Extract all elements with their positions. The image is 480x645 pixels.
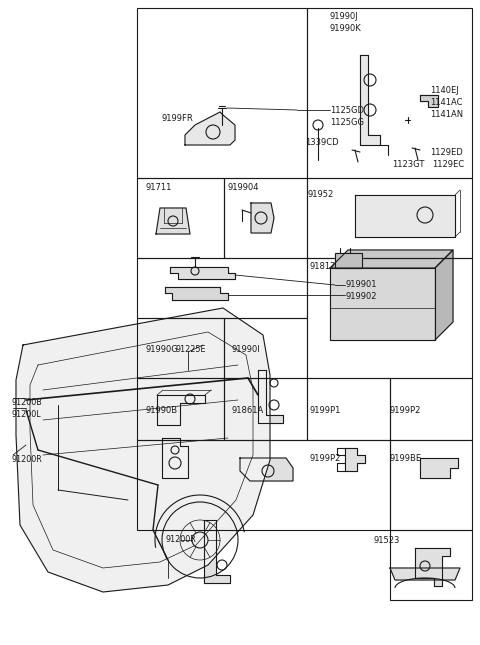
Text: 91990J: 91990J [330,12,359,21]
Text: 919901: 919901 [345,280,376,289]
Text: 9199BE: 9199BE [390,454,422,463]
Bar [137,258,307,318]
Polygon shape [330,250,453,268]
Bar [330,268,435,340]
Polygon shape [345,448,365,471]
Bar [307,378,390,440]
Text: 919904: 919904 [228,183,260,192]
Text: 9199P1: 9199P1 [310,406,341,415]
Bar [224,178,307,258]
Polygon shape [355,195,455,237]
Text: 1123GT: 1123GT [392,160,424,169]
Polygon shape [16,308,270,592]
Bar [335,253,362,268]
Bar [224,318,307,378]
Polygon shape [185,112,235,145]
Bar [137,440,390,530]
Bar [137,378,224,440]
Polygon shape [204,520,230,583]
Text: 91861A: 91861A [232,406,264,415]
Polygon shape [240,458,293,481]
Text: 91200B: 91200B [12,398,43,407]
Polygon shape [258,370,283,423]
Bar [137,8,307,178]
Bar [307,178,472,258]
Polygon shape [335,253,362,268]
Bar [390,440,472,530]
Bar [307,258,472,378]
Text: 1125GD: 1125GD [330,106,364,115]
Polygon shape [156,208,190,234]
Text: 1141AN: 1141AN [430,110,463,119]
Text: 91200L: 91200L [12,410,42,419]
Polygon shape [390,568,460,580]
Text: 91990G: 91990G [145,345,178,354]
Polygon shape [415,548,450,586]
Text: 1129ED: 1129ED [430,148,463,157]
Text: 91990K: 91990K [330,24,362,33]
Text: 1125GG: 1125GG [330,118,364,127]
Text: 1140EJ: 1140EJ [430,86,459,95]
Bar [137,178,224,258]
Text: 91225E: 91225E [175,345,205,354]
Text: 91523: 91523 [373,536,399,545]
Text: 9199FR: 9199FR [162,114,194,123]
Polygon shape [435,250,453,340]
Text: 91952: 91952 [308,190,334,199]
Text: 91711: 91711 [145,183,171,192]
Bar [390,530,472,600]
Bar [224,378,307,440]
Text: 91200R: 91200R [165,535,196,544]
Text: 1339CD: 1339CD [305,138,338,147]
Polygon shape [330,268,435,340]
Text: 91990B: 91990B [145,406,177,415]
Bar [390,378,472,440]
Text: 9199P2: 9199P2 [310,454,341,463]
Polygon shape [165,287,228,300]
Text: 9199P2: 9199P2 [390,406,421,415]
Polygon shape [157,395,205,425]
Text: 91990I: 91990I [232,345,261,354]
Text: 91200R: 91200R [12,455,43,464]
Text: 1141AC: 1141AC [430,98,463,107]
Polygon shape [360,55,380,145]
Bar [307,8,472,178]
Text: 91812: 91812 [309,262,336,271]
Polygon shape [162,438,188,478]
Text: 919902: 919902 [345,292,376,301]
Polygon shape [420,458,458,478]
Bar [137,318,224,378]
Text: 1129EC: 1129EC [432,160,464,169]
Polygon shape [170,267,235,279]
Polygon shape [420,95,438,107]
Polygon shape [251,203,274,233]
